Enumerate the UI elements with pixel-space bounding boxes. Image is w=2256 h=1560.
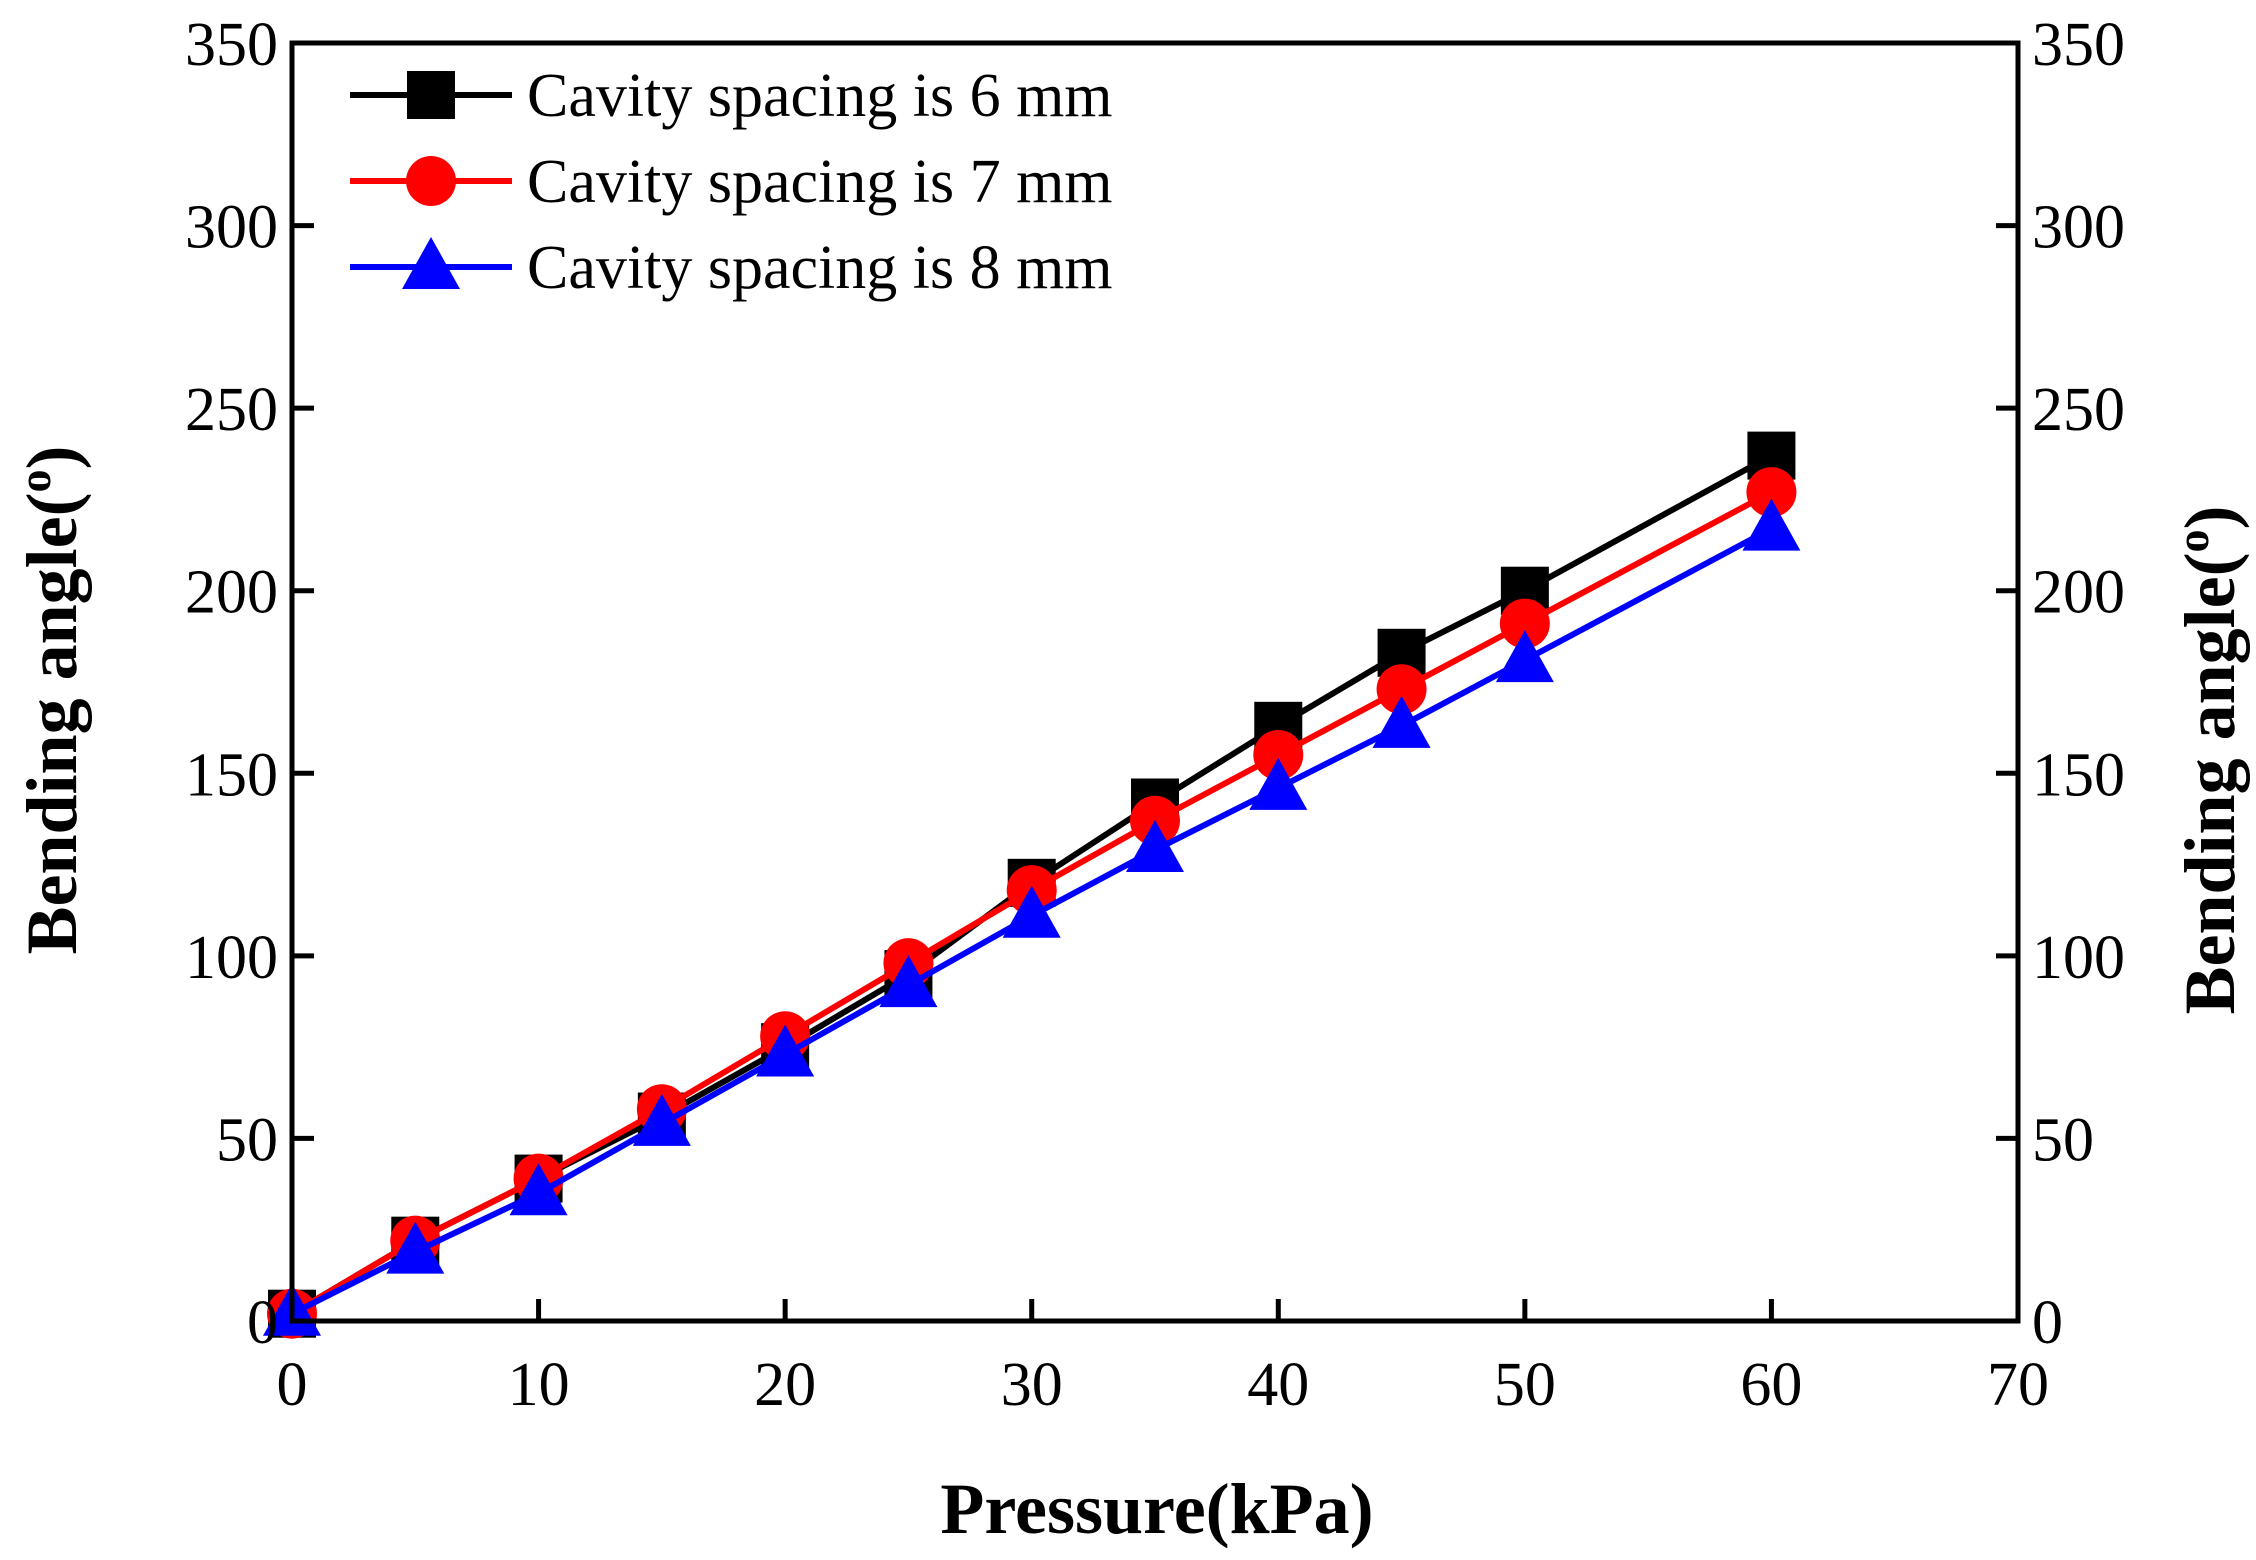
y-axis-title-left-degree: o bbox=[9, 469, 60, 492]
y-axis-title-right-close: ) bbox=[2170, 505, 2250, 529]
y-tick-label-right: 50 bbox=[2032, 1106, 2094, 1174]
y-tick-label-right: 350 bbox=[2032, 11, 2125, 79]
y-tick-label-left: 350 bbox=[185, 11, 278, 79]
legend-item: Cavity spacing is 6 mm bbox=[350, 62, 1113, 130]
y-axis-title-right-degree: o bbox=[2167, 529, 2218, 552]
y-axis-title-left: Bending angle(o) bbox=[9, 445, 92, 954]
y-axis-right: 0 50 100 150 200 250 300 350 bbox=[1996, 11, 2125, 1357]
data-point-circle bbox=[1499, 598, 1550, 649]
y-tick-label-left: 150 bbox=[185, 741, 278, 809]
series-3 bbox=[263, 498, 1801, 1336]
x-axis-title: Pressure(kPa) bbox=[940, 1469, 1373, 1549]
data-point-triangle bbox=[879, 955, 938, 1008]
legend-marker-square bbox=[407, 71, 455, 119]
y-axis-title-left-close: ) bbox=[12, 445, 92, 469]
y-tick-label-left: 100 bbox=[185, 924, 278, 992]
data-point-circle bbox=[1746, 467, 1797, 518]
legend-label: Cavity spacing is 8 mm bbox=[527, 234, 1113, 302]
x-tick-label: 20 bbox=[754, 1351, 816, 1419]
y-tick-label-right: 250 bbox=[2032, 376, 2125, 444]
data-point-triangle bbox=[386, 1221, 445, 1274]
data-point-triangle bbox=[1495, 630, 1554, 683]
y-tick-label-left: 300 bbox=[185, 194, 278, 262]
y-tick-label-left: 250 bbox=[185, 376, 278, 444]
y-tick-label-right: 300 bbox=[2032, 194, 2125, 262]
y-axis-title-right-text: Bending angle( bbox=[2170, 552, 2250, 1014]
legend: Cavity spacing is 6 mm Cavity spacing is … bbox=[350, 62, 1113, 302]
plot-area-frame bbox=[289, 40, 2021, 1324]
legend-label: Cavity spacing is 6 mm bbox=[527, 62, 1113, 130]
data-point-triangle bbox=[756, 1024, 815, 1077]
legend-label: Cavity spacing is 7 mm bbox=[527, 148, 1113, 216]
y-tick-label-right: 100 bbox=[2032, 924, 2125, 992]
x-tick-label: 0 bbox=[277, 1351, 308, 1419]
data-point-triangle bbox=[1249, 757, 1308, 810]
data-point-triangle bbox=[509, 1163, 568, 1216]
x-axis: 0 10 20 30 40 50 60 70 bbox=[277, 1299, 2049, 1419]
data-point-circle bbox=[1376, 664, 1427, 715]
data-point-circle bbox=[1253, 730, 1304, 781]
y-axis-left: 0 50 100 150 200 250 300 350 bbox=[185, 11, 314, 1357]
y-tick-label-right: 0 bbox=[2032, 1289, 2063, 1357]
x-tick-label: 50 bbox=[1494, 1351, 1556, 1419]
legend-marker-triangle bbox=[402, 237, 460, 289]
x-tick-label: 10 bbox=[508, 1351, 570, 1419]
y-axis-title-left-text: Bending angle( bbox=[12, 492, 92, 954]
data-point-triangle bbox=[1742, 498, 1801, 551]
series-layer bbox=[263, 431, 1801, 1339]
legend-marker-circle bbox=[406, 156, 456, 206]
x-tick-label: 40 bbox=[1247, 1351, 1309, 1419]
y-tick-label-right: 200 bbox=[2032, 559, 2125, 627]
legend-item: Cavity spacing is 8 mm bbox=[350, 234, 1113, 302]
data-point-triangle bbox=[1002, 885, 1061, 938]
y-tick-label-right: 150 bbox=[2032, 741, 2125, 809]
y-tick-label-left: 0 bbox=[247, 1289, 278, 1357]
x-tick-label: 60 bbox=[1740, 1351, 1802, 1419]
y-tick-label-left: 200 bbox=[185, 559, 278, 627]
data-point-triangle bbox=[1126, 819, 1184, 872]
legend-item: Cavity spacing is 7 mm bbox=[350, 148, 1113, 216]
y-axis-title-right: Bending angle(o) bbox=[2167, 505, 2250, 1014]
y-tick-label-left: 50 bbox=[216, 1106, 278, 1174]
x-tick-label: 70 bbox=[1987, 1351, 2049, 1419]
data-point-triangle bbox=[1372, 695, 1431, 748]
x-tick-label: 30 bbox=[1001, 1351, 1063, 1419]
data-point-triangle bbox=[632, 1093, 691, 1146]
